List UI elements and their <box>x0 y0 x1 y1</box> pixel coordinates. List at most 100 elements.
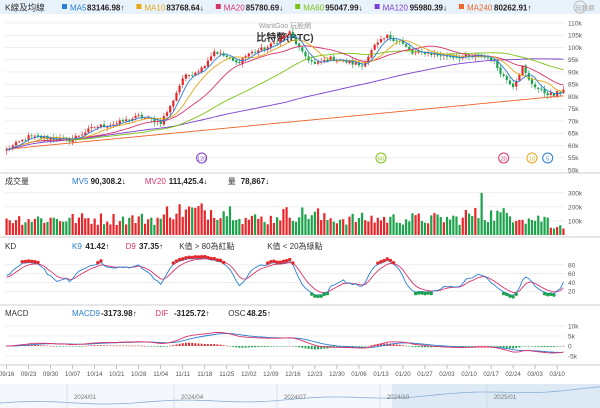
osc-bar <box>232 346 235 347</box>
osc-bar <box>285 346 288 347</box>
volume-bar <box>52 217 55 235</box>
candle-body <box>276 42 279 44</box>
volume-bar <box>370 215 373 235</box>
volume-bar <box>225 216 228 235</box>
osc-bar <box>112 345 115 347</box>
osc-bar <box>181 343 184 346</box>
osc-bar <box>52 345 55 347</box>
ma-marker[interactable] <box>375 152 387 164</box>
volume-bar <box>511 222 515 235</box>
candle-body <box>439 55 442 57</box>
volume-bar <box>373 222 376 235</box>
volume-bar <box>276 217 279 235</box>
candle-body <box>376 42 379 45</box>
kd-overbought-dot <box>272 259 276 263</box>
chart-title: 比特幣(BTC) <box>256 31 313 44</box>
volume-bar <box>556 227 559 235</box>
osc-bar <box>471 346 474 347</box>
candle-body <box>392 38 395 42</box>
volume-bar <box>219 218 222 235</box>
candle-body <box>71 138 74 143</box>
osc-bar <box>461 346 464 347</box>
candle-body <box>395 40 398 42</box>
ma60-line <box>6 50 564 150</box>
ma-marker[interactable] <box>542 152 554 164</box>
x-tick-label: 11/25 <box>219 371 235 378</box>
osc-bar <box>351 346 354 347</box>
candle-body <box>458 57 461 59</box>
macd-panel[interactable]: MACD MACD9 -3173.98↑ DIF -3125.72↑ OSC 48.… <box>5 309 579 361</box>
ma-legend-swatch <box>136 4 142 9</box>
overview-navigator[interactable]: 2024/01 2024/04 2024/07 2024/10 2025/01 <box>0 384 600 408</box>
osc-bar <box>106 345 109 346</box>
ma-lines <box>6 35 564 151</box>
ma-legend-swatch <box>215 4 221 9</box>
osc-bar <box>96 345 99 346</box>
candle-body <box>405 44 408 47</box>
osc-bar <box>310 346 313 350</box>
volume-bar <box>285 207 288 235</box>
volume-bar <box>530 219 534 235</box>
volume-bar <box>496 210 499 235</box>
legend-label: D9 <box>126 242 137 251</box>
osc-bar <box>518 346 521 348</box>
x-tick-label: 12/16 <box>285 371 301 378</box>
osc-bar <box>295 346 297 347</box>
candle-body <box>357 62 361 66</box>
candle-body <box>360 65 364 67</box>
osc-bar <box>477 345 480 347</box>
volume-bar <box>40 218 43 235</box>
osc-bar <box>109 345 112 347</box>
osc-bar <box>166 346 168 347</box>
osc-bar <box>100 345 102 346</box>
osc-bar <box>153 346 156 347</box>
osc-bar <box>499 346 502 348</box>
volume-bar <box>203 210 206 235</box>
osc-bar <box>417 346 420 348</box>
ma-legend-label: MA60 <box>303 4 324 13</box>
osc-bar <box>65 346 68 347</box>
osc-bar <box>480 345 483 347</box>
ma-marker[interactable] <box>498 152 510 164</box>
volume-bar <box>206 219 210 235</box>
candle-body <box>200 67 203 73</box>
kd-oversold-dot <box>545 293 550 297</box>
candle-body <box>323 60 326 62</box>
osc-bar <box>90 345 93 346</box>
volume-bar <box>71 213 74 235</box>
osc-bar <box>502 346 505 348</box>
candle-body <box>464 55 467 57</box>
candle-body <box>383 38 386 40</box>
volume-bar <box>143 223 147 235</box>
kd-overbought-dot <box>291 261 295 265</box>
volume-bar <box>162 214 165 235</box>
osc-bar <box>222 345 225 346</box>
kd-panel[interactable]: KD K9 41.42↑ D9 37.35↑ K值 > 80為紅點 K值 < 20為… <box>5 241 576 299</box>
volume-bar <box>279 220 282 235</box>
kd-tick-label: 20 <box>568 289 576 296</box>
candle-body <box>537 87 540 89</box>
osc-bar <box>392 344 395 346</box>
ma-marker[interactable] <box>196 152 208 164</box>
volume-bar <box>14 220 18 235</box>
osc-bar <box>282 346 285 347</box>
ma-legend-value: 83146.98↑ <box>87 4 124 13</box>
candle-body <box>329 56 332 61</box>
volume-bar <box>329 218 332 235</box>
price-tick-label: 100k <box>568 45 583 52</box>
kd-overbought-dot <box>379 260 383 264</box>
price-panel[interactable]: WantGoo 玩股網 比特幣(BTC) 120 60 20 10 5 110k 105k… <box>5 16 583 175</box>
osc-bar <box>55 346 58 347</box>
osc-bar <box>389 343 392 346</box>
ma-marker[interactable] <box>526 152 538 164</box>
kd-overbought-dot <box>281 259 286 264</box>
volume-panel[interactable]: 成交量 MV5 90,308.2↓ MV20 111,425.4↓ 量 78,867… <box>5 176 583 235</box>
volume-bar <box>354 221 357 235</box>
volume-bar <box>320 220 323 235</box>
ma240-line <box>6 95 564 150</box>
kd-overbought-dot <box>206 255 210 260</box>
volume-bar <box>68 217 71 235</box>
osc-bar <box>178 343 181 346</box>
volume-title: 成交量 <box>5 176 29 186</box>
